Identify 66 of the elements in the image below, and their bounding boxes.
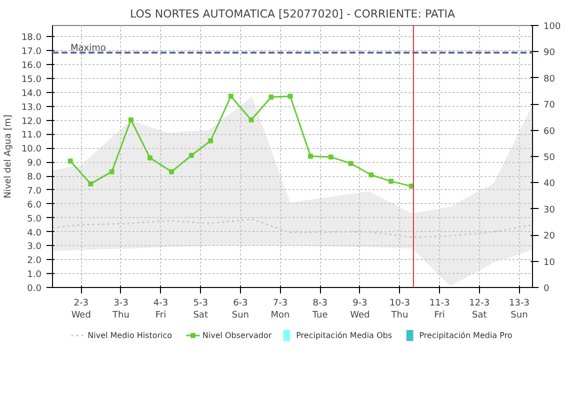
point <box>169 169 174 174</box>
point <box>208 138 214 144</box>
point <box>288 94 293 99</box>
y2-tick-label: 60 <box>544 126 556 137</box>
point <box>368 172 374 178</box>
y2-tick-label: 100 <box>544 22 561 32</box>
point <box>128 117 134 122</box>
y2-tick-label: 10 <box>544 258 556 268</box>
y2-tick-label: 20 <box>544 232 556 242</box>
y-tick-label: 11.0 <box>21 130 42 141</box>
x-tick-label: 13-3 Sun <box>509 298 530 320</box>
legend-label: Precipitación Media Obs <box>296 331 392 340</box>
y-tick-label: 12.0 <box>21 116 42 127</box>
y-tick-label: 3.0 <box>27 242 42 252</box>
y-tick-label: 18.0 <box>21 33 42 44</box>
y-tick-label: 6.0 <box>27 200 42 210</box>
point <box>348 160 354 166</box>
point <box>88 181 94 186</box>
x-tick-label: 9-3 Wed <box>350 298 370 320</box>
y-tick-label: 0.0 <box>27 284 42 294</box>
point <box>68 158 73 164</box>
point <box>308 154 314 159</box>
point <box>268 94 274 100</box>
y2-tick-label: 80 <box>544 74 556 84</box>
y-tick-label: 2.0 <box>27 256 42 266</box>
y-tick-label: 15.0 <box>21 74 42 85</box>
point <box>228 94 234 99</box>
point <box>248 117 254 122</box>
y-tick-label: 5.0 <box>27 214 42 224</box>
x-tick-label: 11-3 Fri <box>429 298 450 320</box>
x-tick-label: 10-3 Thu <box>390 298 410 320</box>
y2-tick-label: 40 <box>544 179 556 190</box>
point <box>147 155 152 160</box>
x-tick-label: 3-3 Thu <box>112 298 130 320</box>
x-tick-label: 7-3 Mon <box>270 298 290 320</box>
y2-tick-label: 70 <box>544 100 556 111</box>
x-tick-label: 4-3 Fri <box>153 298 168 320</box>
x-tick-label: 5-3 Sat <box>193 298 208 320</box>
y-tick-label: 16.0 <box>21 61 42 72</box>
y-tick-label: 17.0 <box>21 47 42 58</box>
ref-line-label: Maximo <box>70 44 106 54</box>
y-tick-label: 4.0 <box>27 228 42 238</box>
point <box>388 178 394 184</box>
legend-label: Nivel Observador <box>202 331 272 340</box>
y2-tick-label: 90 <box>544 48 556 58</box>
y2-tick-label: 50 <box>544 153 556 163</box>
y-tick-label: 9.0 <box>27 158 42 169</box>
y-axis-title: Nivel del Agua [m] <box>3 114 14 198</box>
legend-label: Precipitación Media Pro <box>419 331 512 340</box>
y-tick-label: 8.0 <box>27 172 42 183</box>
legend-label: Nivel Medio Historico <box>88 331 172 340</box>
y2-tick-label: 0 <box>544 284 550 294</box>
point <box>328 154 334 160</box>
x-tick-label: 8-3 Tue <box>311 298 328 320</box>
y-tick-label: 10.0 <box>21 144 42 155</box>
x-tick-label: 6-3 Sun <box>232 298 249 320</box>
point <box>188 152 194 158</box>
x-tick-label: 12-3 Sat <box>469 298 490 320</box>
chart-title: LOS NORTES AUTOMATICA [52077020] - CORRIENTE: PATIA <box>130 8 456 20</box>
point <box>109 169 114 174</box>
x-tick-label: 2-3 Wed <box>71 298 91 320</box>
y-tick-label: 1.0 <box>27 270 42 280</box>
y-tick-label: 13.0 <box>21 102 42 113</box>
y2-tick-label: 30 <box>544 205 556 216</box>
y-tick-label: 14.0 <box>21 88 42 99</box>
y-tick-label: 7.0 <box>27 186 42 196</box>
